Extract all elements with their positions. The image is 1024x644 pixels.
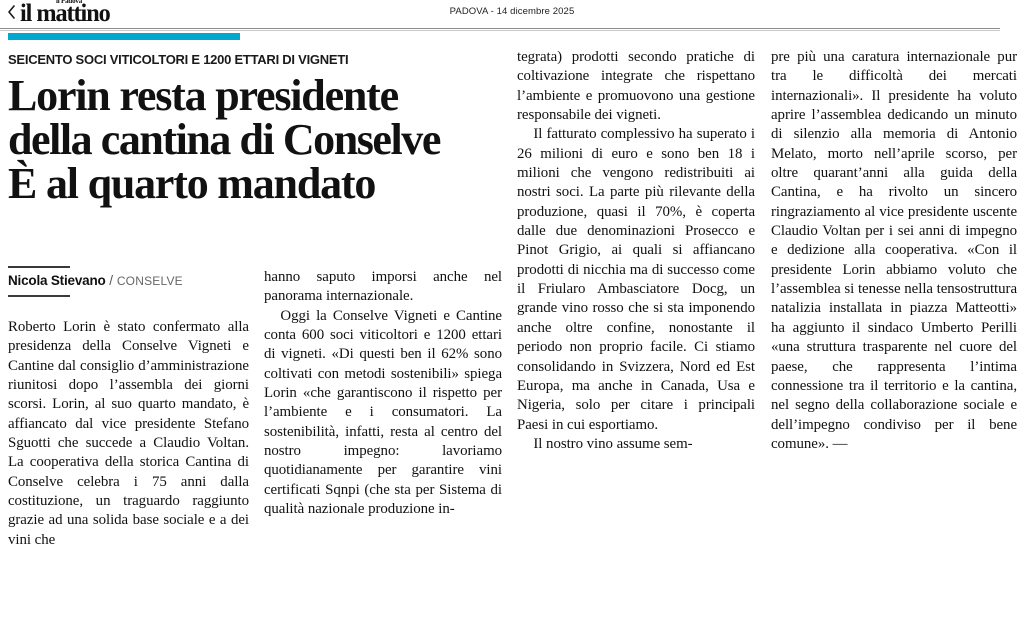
back-chevron-icon[interactable] (4, 3, 18, 21)
masthead-title: il mattino (20, 0, 111, 27)
byline: Nicola Stievano / CONSELVE (8, 266, 248, 297)
headline-line-1: Lorin resta presidente (8, 71, 399, 120)
byline-separator: / (105, 273, 117, 288)
article-kicker: SEICENTO SOCI VITICOLTORI E 1200 ETTARI … (8, 52, 349, 67)
header-divider (0, 28, 1000, 29)
byline-author: Nicola Stievano (8, 273, 106, 288)
app-header: il Padova il mattino PADOVA - 14 dicembr… (0, 0, 1024, 27)
body-column-4: pre più una caratura internazionale pur … (771, 48, 1017, 644)
masthead-logo[interactable]: il Padova il mattino (20, 0, 112, 26)
body-paragraph: Oggi la Conselve Vigneti e Cantine conta… (264, 307, 502, 518)
article-header: SEICENTO SOCI VITICOLTORI E 1200 ETTARI … (8, 52, 498, 206)
body-paragraph: hanno saputo imporsi anche nel panorama … (264, 269, 502, 305)
headline-line-2: della cantina di Conselve (8, 115, 441, 164)
header-divider-secondary (0, 30, 1000, 31)
body-column-1: Roberto Lorin è stato confermato alla pr… (8, 318, 249, 644)
headline-line-3: È al quarto mandato (8, 159, 376, 208)
byline-text: Nicola Stievano / CONSELVE (8, 273, 248, 289)
byline-place: CONSELVE (116, 274, 183, 288)
dateline: PADOVA - 14 dicembre 2025 (449, 6, 575, 17)
body-paragraph: tegrata) prodotti secondo pratiche di co… (517, 49, 755, 124)
body-paragraph: Roberto Lorin è stato confermato alla pr… (8, 319, 249, 548)
masthead-supertitle: il Padova (56, 0, 83, 5)
body-paragraph: Il fatturato complessivo ha superato i 2… (517, 126, 755, 433)
body-column-3: tegrata) prodotti secondo pratiche di co… (517, 48, 755, 644)
byline-rule-top (8, 266, 70, 268)
body-paragraph: pre più una caratura internazionale pur … (771, 49, 1017, 452)
body-column-2: hanno saputo imporsi anche nel panorama … (264, 268, 502, 644)
article-headline: Lorin resta presidente della cantina di … (8, 74, 498, 206)
byline-rule-bottom (8, 295, 70, 297)
section-accent-bar (8, 33, 240, 40)
body-paragraph: Il nostro vino assume sem- (533, 435, 693, 452)
